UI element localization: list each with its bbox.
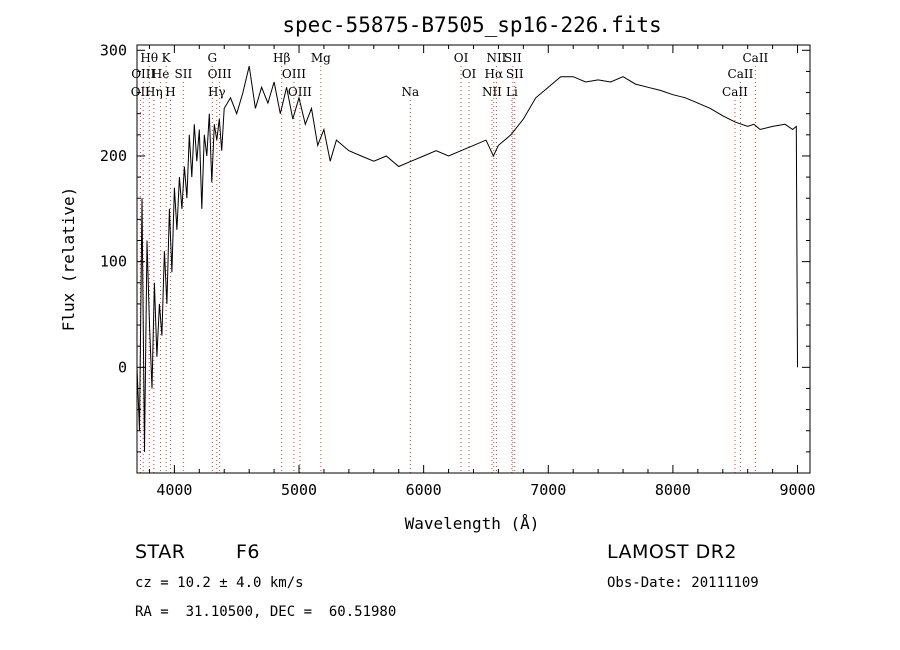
- survey-label: LAMOST DR2: [607, 541, 737, 563]
- line-label: Hα: [485, 67, 504, 81]
- y-tick-label: 300: [100, 41, 127, 59]
- y-tick-label: 200: [100, 147, 127, 165]
- line-label: CaII: [742, 51, 768, 65]
- x-axis: 4000 5000 6000 7000 8000 9000: [148, 45, 816, 499]
- y-axis-label: Flux (relative): [59, 187, 78, 332]
- spectral-subclass: F6: [236, 541, 261, 563]
- line-label: CaII: [728, 67, 754, 81]
- y-axis: 0 100 200 300: [100, 41, 810, 453]
- line-label: SII: [506, 67, 524, 81]
- line-label: OI: [462, 67, 477, 81]
- x-axis-label: Wavelength (Å): [405, 514, 540, 533]
- line-label: SII: [175, 67, 193, 81]
- line-label: CaII: [722, 85, 748, 99]
- line-label: OIII: [208, 67, 232, 81]
- line-label: G: [207, 51, 217, 65]
- y-tick-label: 100: [100, 253, 127, 271]
- line-label: K: [162, 51, 172, 65]
- object-class: STAR: [135, 541, 186, 563]
- x-tick-label: 5000: [281, 481, 317, 499]
- x-tick-label: 6000: [406, 481, 442, 499]
- x-tick-label: 7000: [530, 481, 566, 499]
- line-label: Hβ: [273, 51, 290, 65]
- line-label: OIII: [288, 85, 312, 99]
- line-label: Hη: [145, 85, 163, 99]
- line-label: NII: [486, 51, 506, 65]
- line-label: OIII: [282, 67, 306, 81]
- x-tick-label: 4000: [156, 481, 192, 499]
- line-label: Na: [401, 85, 419, 99]
- line-label: Hθ: [140, 51, 158, 65]
- x-tick-label: 9000: [779, 481, 815, 499]
- coordinates-text: RA = 31.10500, DEC = 60.51980: [135, 604, 397, 620]
- line-label: OII: [131, 85, 151, 99]
- line-label: SII: [504, 51, 522, 65]
- line-label: Mg: [311, 51, 331, 65]
- chart-title: spec-55875-B7505_sp16-226.fits: [282, 13, 661, 37]
- x-tick-label: 8000: [655, 481, 691, 499]
- line-label: H: [165, 85, 175, 99]
- obs-date-text: Obs-Date: 20111109: [607, 575, 759, 591]
- y-tick-label: 0: [118, 358, 127, 376]
- emission-line-markers: [139, 66, 756, 473]
- line-label: NII: [482, 85, 502, 99]
- line-label: Hγ: [208, 85, 226, 99]
- spectrum-series: [136, 65, 798, 452]
- redshift-text: cz = 10.2 ± 4.0 km/s: [135, 575, 304, 591]
- line-label: OI: [454, 51, 469, 65]
- line-label: He: [152, 67, 170, 81]
- spectrum-line: [136, 65, 798, 452]
- line-label: Li: [506, 85, 518, 99]
